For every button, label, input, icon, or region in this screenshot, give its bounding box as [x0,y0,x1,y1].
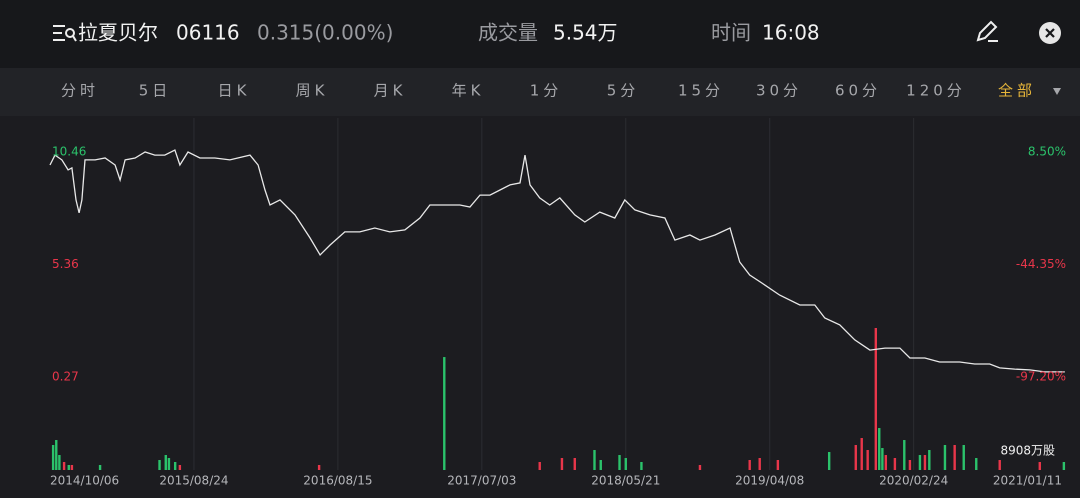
volume-bar [640,461,643,470]
y-tick-label: 10.46 [52,145,86,159]
y2-tick-label: -97.20% [1016,370,1066,384]
volume-bar [998,460,1001,470]
volume-bar [881,448,884,470]
stock-code: 06116 [176,21,240,45]
volume-bar [1038,461,1041,470]
time-label: 时间 [711,21,751,45]
volume-bar [178,464,182,470]
close-button[interactable] [1039,22,1061,44]
x-tick-label: 2015/08/24 [159,474,228,488]
tab-bar [0,68,1080,116]
x-tick-label: 2019/04/08 [735,474,804,488]
dropdown-arrow[interactable] [1053,88,1061,95]
volume-bar [560,458,564,470]
tab[interactable]: 60分 [835,82,881,100]
tab[interactable]: 年K [452,82,485,100]
x-tick-label: 2021/01/11 [993,474,1062,488]
volume-bar [918,455,922,470]
volume-bar [874,328,878,470]
volume-bar [884,455,888,470]
tab[interactable]: 分时 [61,82,99,100]
volume-bar [62,461,66,470]
volume-bar [866,450,869,470]
volume-bar [1062,461,1066,470]
volume-bar [58,455,61,470]
volume-bar [55,440,58,470]
volume-bar [776,460,780,470]
volume-bar [827,452,831,470]
volume-bar [173,461,177,470]
volume-bar [599,460,602,470]
tab[interactable]: 30分 [756,82,802,100]
volume-bar [698,464,702,470]
tab[interactable]: 5分 [607,82,640,100]
volume-label: 成交量 [478,21,538,45]
y2-tick-label: -44.35% [1016,257,1066,271]
y-tick-label: 5.36 [52,257,79,271]
tab[interactable]: 全部 [998,82,1036,100]
volume-bar [618,455,621,470]
tab[interactable]: 1分 [530,82,563,100]
volume-bar [167,458,171,470]
tab[interactable]: 5日 [139,82,172,100]
volume-bar [878,428,881,470]
volume-bar [624,458,627,470]
volume-bar [98,464,102,470]
volume-bar [758,458,761,470]
tab[interactable]: 日K [218,82,251,100]
x-tick-label: 2020/02/24 [879,474,948,488]
volume-bar [70,464,74,470]
volume-bar [854,445,857,470]
volume-bar [903,440,906,470]
y-tick-label: 0.27 [52,370,79,384]
chart: 2014/10/06 2015/08/24 2016/08/15 2017/07/03… [49,118,1066,488]
volume-bar [908,460,912,470]
volume-bar [953,445,956,470]
volume-bar [67,464,70,470]
volume-bar [975,458,978,470]
volume-bar [748,460,751,470]
volume-bar [164,455,167,470]
volume-bar [158,460,161,470]
y2-tick-label: 8.50% [1028,145,1066,159]
volume-bar [593,450,596,470]
volume-max-label: 8908万股 [1000,444,1055,458]
x-tick-label: 2016/08/15 [303,474,372,488]
volume-bar [573,458,576,470]
volume-bar [923,455,927,470]
tab[interactable]: 120分 [906,82,966,100]
volume-bar [443,357,446,470]
top-bar [0,0,1080,68]
tab[interactable]: 月K [374,82,407,100]
x-tick-label: 2014/10/06 [50,474,119,488]
volume-bar [538,461,541,470]
price-line [49,149,1065,373]
volume-bar [860,438,863,470]
tab[interactable]: 15分 [678,82,724,100]
volume: 5.54万 [553,21,618,45]
time: 16:08 [762,21,820,45]
volume-bar [928,450,931,470]
x-tick-label: 2018/05/21 [591,474,660,488]
volume-bar [51,445,55,470]
x-tick-label: 2017/07/03 [447,474,516,488]
volume-bar [943,445,947,470]
stock-name: 拉夏贝尔 [78,21,158,45]
volume-bar [317,464,321,470]
tabs: 分时 5日 日K 周K 月K 年K 1分 5分 15分 30分 60分 120分 全部 [61,82,1036,100]
volume-bar [893,458,897,470]
quote: 0.315(0.00%) [257,21,393,45]
volume-bar [962,445,965,470]
edit-icon[interactable] [976,20,998,42]
tab[interactable]: 周K [296,82,329,100]
menu-icon[interactable] [53,25,77,42]
